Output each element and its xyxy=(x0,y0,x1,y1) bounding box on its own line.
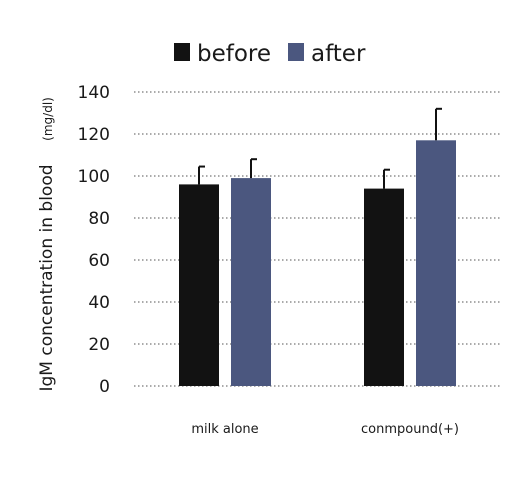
category-label-0: milk alone xyxy=(191,422,258,437)
y-tick-label-100: 100 xyxy=(78,167,110,187)
y-tick-label-20: 20 xyxy=(88,335,110,355)
y-tick-label-0: 0 xyxy=(99,377,110,397)
legend: before after xyxy=(174,41,366,67)
legend-swatch-before xyxy=(174,43,190,61)
y-axis-title: IgM concentration in blood (mg/dl) xyxy=(37,97,57,391)
legend-label-after: after xyxy=(311,41,366,67)
y-tick-label-80: 80 xyxy=(88,209,110,229)
bars xyxy=(179,140,456,386)
y-tick-label-140: 140 xyxy=(78,83,110,103)
y-axis-unit: (mg/dl) xyxy=(41,97,55,141)
legend-swatch-after xyxy=(288,43,304,61)
bar-before-0 xyxy=(179,184,219,386)
y-tick-label-120: 120 xyxy=(78,125,110,145)
category-label-1: conmpound(+) xyxy=(361,422,459,437)
y-tick-label-60: 60 xyxy=(88,251,110,271)
bar-after-1 xyxy=(416,140,456,386)
legend-label-before: before xyxy=(197,41,271,67)
x-axis-categories: milk alone conmpound(+) xyxy=(191,422,459,437)
bar-after-0 xyxy=(231,178,271,386)
bar-before-1 xyxy=(364,188,404,386)
y-tick-label-40: 40 xyxy=(88,293,110,313)
y-axis-ticks: 0 20 40 60 80 100 120 140 xyxy=(78,83,110,397)
y-axis-label: IgM concentration in blood xyxy=(37,164,57,391)
error-bars xyxy=(198,107,442,189)
